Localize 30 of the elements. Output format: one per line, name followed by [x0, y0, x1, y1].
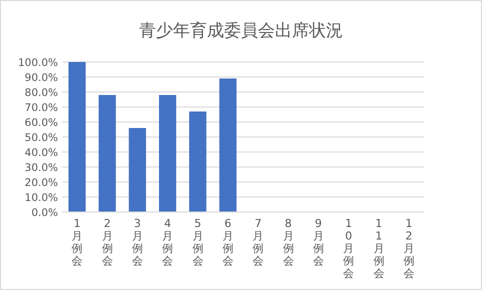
- x-tick-label: 6月例会: [222, 217, 234, 268]
- y-tick-label: 50.0%: [24, 132, 58, 144]
- x-tick-label: 4月例会: [162, 217, 174, 268]
- x-tick-label: 8月例会: [282, 217, 294, 268]
- x-tick-label: 3月例会: [132, 217, 143, 268]
- x-tick-label: 10月例会: [343, 217, 354, 280]
- x-tick-label: 1月例会: [72, 217, 83, 268]
- x-tick-label: 2月例会: [102, 217, 113, 268]
- y-tick-label: 0.0%: [31, 207, 58, 219]
- bar: [128, 128, 146, 212]
- x-tick-label: 9月例会: [312, 217, 324, 268]
- y-tick-label: 10.0%: [24, 192, 58, 204]
- y-tick-label: 20.0%: [24, 177, 58, 189]
- y-tick-label: 100.0%: [18, 57, 58, 69]
- y-tick-label: 30.0%: [24, 162, 58, 174]
- y-tick-label: 60.0%: [24, 117, 58, 129]
- x-tick-label: 5月例会: [192, 217, 204, 268]
- y-tick-label: 70.0%: [24, 102, 58, 114]
- y-tick-label: 40.0%: [24, 147, 58, 159]
- chart-title: 青少年育成委員会出席状況: [139, 21, 343, 41]
- bar: [219, 78, 237, 212]
- bar: [98, 95, 116, 212]
- x-tick-label: 12月例会: [403, 217, 414, 280]
- x-tick-label: 7月例会: [252, 217, 264, 268]
- bar: [189, 112, 206, 212]
- x-tick-label: 11月例会: [373, 217, 384, 280]
- y-tick-label: 80.0%: [24, 87, 58, 99]
- bar: [158, 95, 176, 212]
- y-tick-label: 90.0%: [24, 72, 58, 84]
- bar: [68, 62, 86, 212]
